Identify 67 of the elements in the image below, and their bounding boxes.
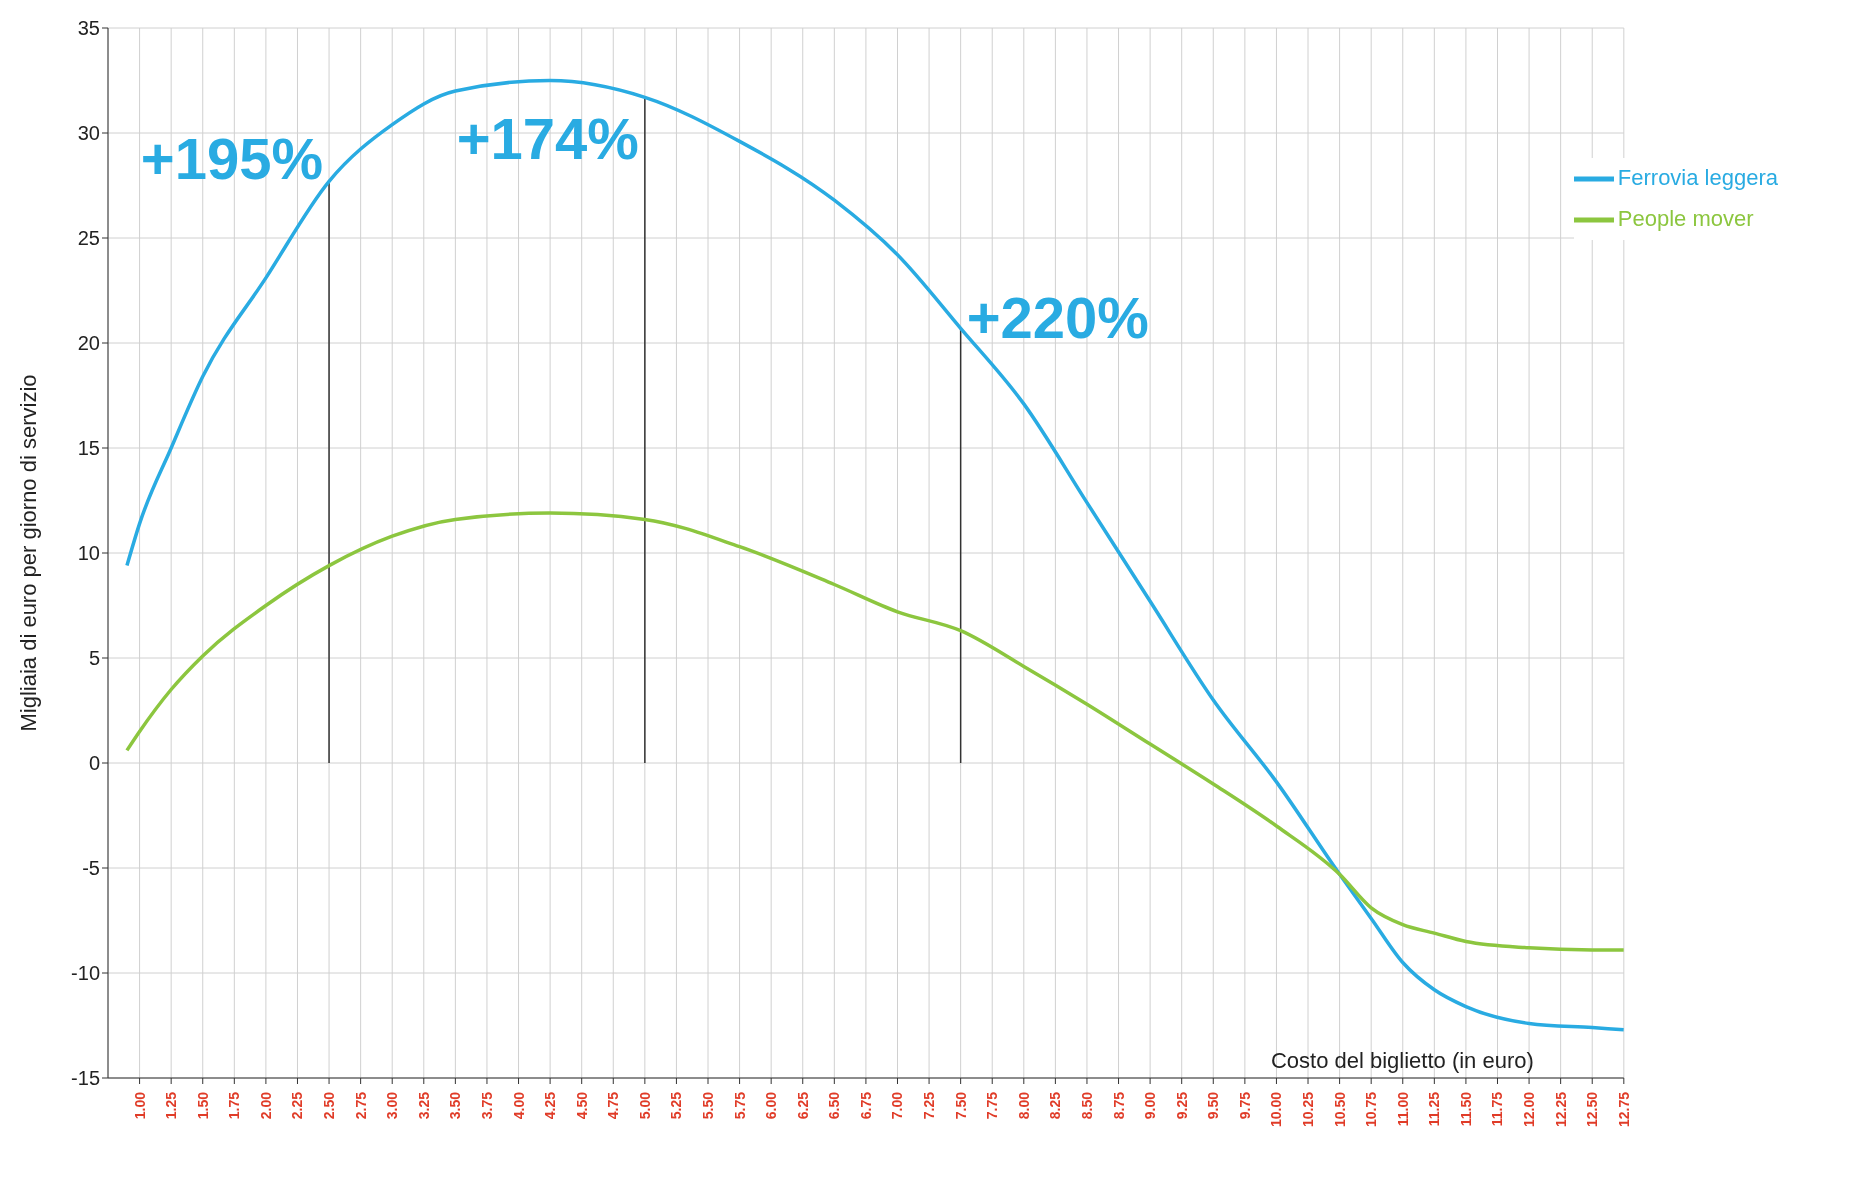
x-tick-label: 12.00 (1521, 1091, 1538, 1128)
x-tick-label: 6.50 (826, 1091, 843, 1120)
x-tick-label: 8.25 (1047, 1091, 1064, 1120)
x-tick-label: 4.75 (605, 1091, 622, 1120)
x-tick-label: 4.00 (510, 1091, 527, 1120)
x-tick-label: 1.75 (226, 1091, 243, 1120)
x-tick-label: 3.25 (415, 1091, 432, 1120)
x-tick-label: 3.50 (447, 1091, 464, 1120)
annotation: +195% (140, 126, 324, 192)
y-tick-label: 5 (88, 647, 100, 670)
x-tick-label: 4.25 (542, 1091, 559, 1120)
x-tick-label: 6.00 (763, 1091, 780, 1120)
line-series (125, 511, 1624, 952)
annotation: +220% (966, 285, 1149, 351)
x-tick-label: 10.25 (1300, 1091, 1317, 1128)
x-tick-label: 12.50 (1584, 1091, 1601, 1128)
x-tick-label: 12.25 (1552, 1091, 1569, 1128)
x-tick-label: 6.75 (857, 1091, 874, 1120)
x-tick-label: 9.50 (1205, 1091, 1222, 1120)
x-tick-label: 9.75 (1236, 1091, 1253, 1120)
y-tick-label: -5 (82, 857, 100, 880)
x-tick-label: 11.00 (1394, 1091, 1411, 1127)
x-tick-label: 1.25 (163, 1091, 180, 1120)
x-tick-label: 10.50 (1331, 1091, 1348, 1128)
x-tick-label: 5.25 (668, 1091, 685, 1120)
x-axis-title: Costo del biglietto (in euro) (1270, 1048, 1534, 1073)
x-tick-label: 6.25 (794, 1091, 811, 1120)
x-tick-label: 7.75 (984, 1091, 1001, 1120)
x-tick-label: 5.00 (636, 1091, 653, 1120)
x-tick-label: 11.75 (1489, 1091, 1506, 1127)
annotation: +174% (456, 106, 639, 172)
x-tick-label: 10.00 (1268, 1091, 1285, 1128)
x-tick-label: 3.00 (384, 1091, 401, 1120)
x-tick-label: 12.75 (1615, 1091, 1632, 1128)
y-tick-label: 30 (77, 122, 100, 145)
x-tick-label: 2.75 (352, 1091, 369, 1120)
x-tick-label: 2.50 (321, 1091, 338, 1120)
x-tick-label: 11.25 (1426, 1091, 1443, 1127)
legend-label: Ferrovia leggera (1617, 165, 1778, 190)
x-tick-label: 2.25 (289, 1091, 306, 1120)
x-tick-label: 9.00 (1142, 1091, 1159, 1120)
x-tick-label: 8.75 (1110, 1091, 1127, 1120)
y-tick-label: 10 (77, 542, 100, 565)
x-tick-label: 7.25 (921, 1091, 938, 1120)
x-tick-label: 10.75 (1363, 1091, 1380, 1128)
x-tick-label: 9.25 (1173, 1091, 1190, 1120)
x-tick-label: 3.75 (478, 1091, 495, 1120)
x-tick-label: 2.00 (257, 1091, 274, 1120)
y-tick-label: 25 (77, 227, 100, 250)
legend-label: People mover (1617, 206, 1754, 232)
x-tick-label: 1.50 (194, 1091, 211, 1120)
x-tick-label: 11.50 (1457, 1091, 1474, 1127)
x-tick-label: 1.00 (131, 1091, 148, 1120)
y-tick-label: -15 (71, 1067, 100, 1090)
x-tick-label: 7.00 (889, 1091, 906, 1120)
y-tick-label: 35 (77, 17, 100, 40)
y-tick-label: 15 (77, 437, 100, 460)
y-tick-label: -10 (71, 962, 100, 985)
y-axis-title: Migliaia di euro per giorno di servizio (15, 374, 41, 732)
x-tick-label: 8.00 (1015, 1091, 1032, 1120)
x-tick-label: 4.50 (573, 1091, 590, 1120)
x-tick-label: 5.50 (700, 1091, 717, 1120)
x-tick-label: 7.50 (952, 1091, 969, 1120)
x-tick-label: 8.50 (1078, 1091, 1095, 1120)
y-tick-label: 0 (88, 752, 100, 775)
y-tick-label: 20 (77, 332, 100, 355)
x-tick-label: 5.75 (731, 1091, 748, 1120)
